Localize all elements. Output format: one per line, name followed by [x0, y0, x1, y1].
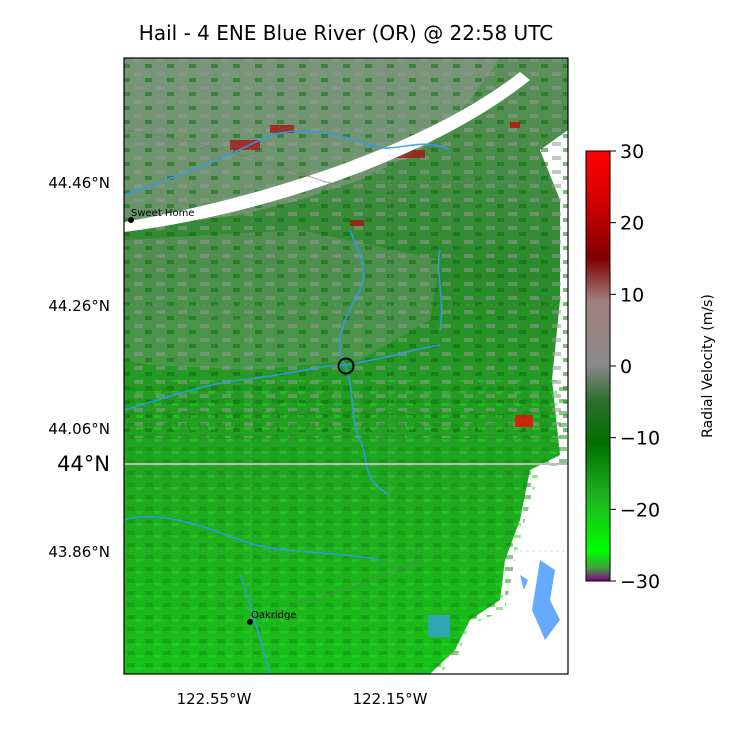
colorbar-tick-label: 0: [620, 356, 632, 378]
colorbar-ticks: 30 20 10 0 −10 −20 −30: [610, 141, 660, 593]
lon-label-122-55: 122.55°W: [177, 690, 252, 708]
colorbar-tick-label: −30: [620, 571, 660, 593]
city-sweet-home[interactable]: Sweet Home: [128, 208, 194, 223]
lat-label-44-26: 44.26°N: [48, 297, 110, 315]
city-label-sweet-home: Sweet Home: [131, 208, 194, 219]
colorbar-gradient: [585, 150, 611, 582]
lat-label-44-06: 44.06°N: [48, 420, 110, 438]
lon-label-122-15: 122.15°W: [353, 690, 428, 708]
lakes: [428, 560, 560, 640]
colorbar-label: Radial Velocity (m/s): [700, 294, 716, 438]
beam-blockage-arc: [124, 72, 530, 232]
radar-map[interactable]: Sweet Home Oakridge: [124, 58, 568, 674]
lat-label-43-86: 43.86°N: [48, 543, 110, 561]
gridlines: [124, 58, 568, 674]
hail-report-marker[interactable]: [337, 357, 355, 375]
lat-label-44-46: 44.46°N: [48, 174, 110, 192]
colorbar-tick-label: 20: [620, 213, 644, 235]
map-frame: [123, 57, 569, 675]
colorbar-tick-label: 30: [620, 141, 644, 163]
colorbar-tick-label: 10: [620, 284, 644, 306]
colorbar-tick-label: −20: [620, 499, 660, 521]
chart-title: Hail - 4 ENE Blue River (OR) @ 22:58 UTC: [139, 21, 553, 45]
colorbar: 30 20 10 0 −10 −20 −30 Radial Velocity (m/s): [585, 141, 716, 593]
city-label-oakridge: Oakridge: [251, 610, 297, 621]
roads: [124, 129, 501, 621]
lat-label-44: 44°N: [57, 452, 110, 476]
city-oakridge[interactable]: Oakridge: [247, 610, 297, 625]
no-data-region: [440, 470, 568, 674]
rivers: [124, 130, 451, 674]
colorbar-tick-label: −10: [620, 428, 660, 450]
